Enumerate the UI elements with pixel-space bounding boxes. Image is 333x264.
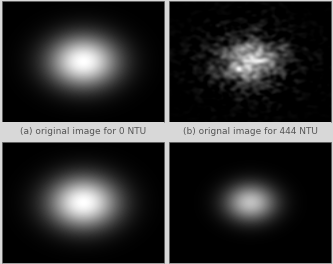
Text: (b) orignal image for 444 NTU: (b) orignal image for 444 NTU [183, 128, 318, 136]
Text: (a) original image for 0 NTU: (a) original image for 0 NTU [20, 128, 146, 136]
